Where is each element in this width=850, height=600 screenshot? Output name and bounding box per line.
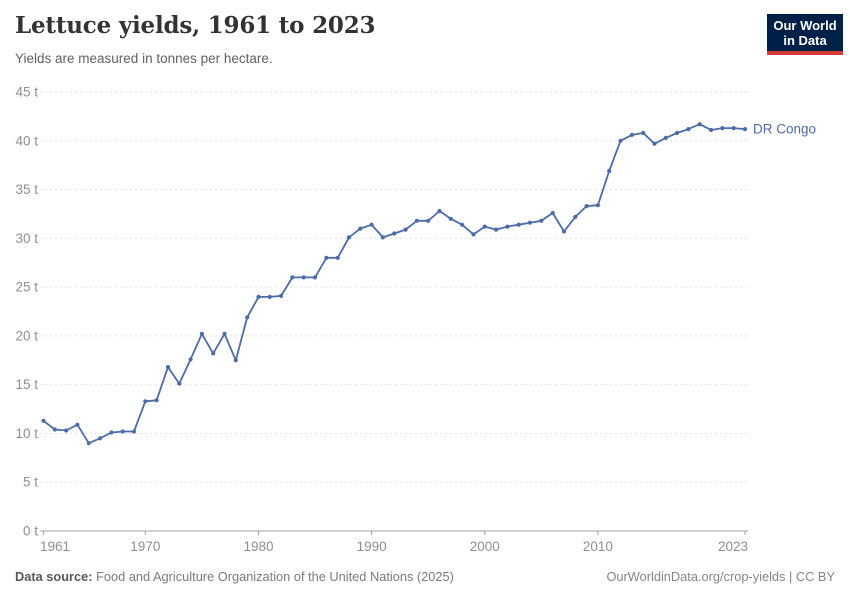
owid-logo[interactable]: Our World in Data xyxy=(767,14,843,55)
series-point[interactable] xyxy=(561,229,567,234)
series-point[interactable] xyxy=(267,294,272,299)
x-axis-tick-label: 1961 xyxy=(40,539,70,554)
series-point[interactable] xyxy=(52,427,57,432)
series-point[interactable] xyxy=(369,222,374,227)
series-point[interactable] xyxy=(358,226,363,231)
y-axis-tick-label: 30 t xyxy=(15,231,38,246)
series-point[interactable] xyxy=(109,430,114,435)
x-axis-tick-label: 2010 xyxy=(583,539,613,554)
x-axis-tick-label: 1990 xyxy=(357,539,387,554)
series-point[interactable] xyxy=(527,220,533,225)
series-point[interactable] xyxy=(482,224,487,229)
series-point[interactable] xyxy=(471,232,476,237)
series-point[interactable] xyxy=(64,428,69,433)
series-point[interactable] xyxy=(494,227,499,232)
series-point[interactable] xyxy=(618,138,623,143)
series-point[interactable] xyxy=(98,436,103,441)
series-point[interactable] xyxy=(335,255,340,260)
series-point[interactable] xyxy=(403,227,408,232)
series-point[interactable] xyxy=(607,168,612,174)
y-axis-tick-label: 5 t xyxy=(23,475,38,490)
series-point[interactable] xyxy=(697,122,702,127)
series-point[interactable] xyxy=(211,351,216,356)
series-point[interactable] xyxy=(392,231,397,236)
owid-url-link[interactable]: OurWorldinData.org/crop-yields xyxy=(606,569,786,584)
series-point[interactable] xyxy=(188,357,193,362)
series-point[interactable] xyxy=(539,218,544,223)
owid-logo-line1: Our World xyxy=(773,18,837,33)
footer-links: OurWorldinData.org/crop-yields | CC BY xyxy=(606,569,835,584)
series-point[interactable] xyxy=(505,224,510,229)
y-axis-tick-label: 40 t xyxy=(15,133,38,148)
series-point[interactable] xyxy=(731,126,736,131)
series-point[interactable] xyxy=(301,275,306,280)
series-point[interactable] xyxy=(448,216,453,221)
data-source: Data source: Food and Agriculture Organi… xyxy=(15,569,454,584)
y-axis-tick-label: 25 t xyxy=(15,280,38,295)
series-point[interactable] xyxy=(584,204,589,209)
y-axis-tick-label: 20 t xyxy=(15,328,38,343)
series-point[interactable] xyxy=(437,208,442,214)
series-point[interactable] xyxy=(143,399,148,404)
page-subtitle: Yields are measured in tonnes per hectar… xyxy=(15,51,273,66)
series-point[interactable] xyxy=(709,127,714,133)
series-point[interactable] xyxy=(380,235,385,240)
series-point[interactable] xyxy=(720,126,725,131)
y-axis-tick-label: 0 t xyxy=(23,524,38,539)
series-entity-label[interactable]: DR Congo xyxy=(753,122,816,137)
y-axis-tick-label: 10 t xyxy=(15,426,38,441)
series-point[interactable] xyxy=(663,135,668,140)
license-badge: CC BY xyxy=(795,569,835,584)
data-source-label: Data source: xyxy=(15,569,93,584)
series-point[interactable] xyxy=(324,255,329,260)
series-point[interactable] xyxy=(86,441,91,446)
series-point[interactable] xyxy=(312,275,318,280)
series-point[interactable] xyxy=(165,365,171,370)
series-point[interactable] xyxy=(686,127,691,132)
y-axis-tick-label: 15 t xyxy=(15,377,38,392)
series-point[interactable] xyxy=(641,130,646,136)
series-point[interactable] xyxy=(595,203,601,208)
footer-separator-glyph: | xyxy=(789,569,793,584)
series-point[interactable] xyxy=(460,222,465,227)
series-point[interactable] xyxy=(573,214,578,219)
series-point[interactable] xyxy=(290,275,295,280)
series-point[interactable] xyxy=(177,381,182,386)
series-point[interactable] xyxy=(550,210,555,216)
series-point[interactable] xyxy=(256,294,261,299)
series-point[interactable] xyxy=(279,293,284,298)
series-point[interactable] xyxy=(131,429,137,434)
series-point[interactable] xyxy=(426,218,431,223)
y-axis-tick-label: 35 t xyxy=(15,182,38,197)
series-point[interactable] xyxy=(41,418,46,423)
series-line[interactable] xyxy=(42,123,746,445)
series-point[interactable] xyxy=(675,130,680,136)
series-point[interactable] xyxy=(414,218,419,223)
chart-footer: Data source: Food and Agriculture Organi… xyxy=(15,569,835,584)
series-point[interactable] xyxy=(222,331,227,336)
series-point[interactable] xyxy=(346,235,352,240)
series-point[interactable] xyxy=(516,222,521,227)
series-point[interactable] xyxy=(233,358,238,363)
series-point[interactable] xyxy=(75,422,80,427)
series-point[interactable] xyxy=(742,127,748,132)
series-point[interactable] xyxy=(154,398,159,403)
data-source-text: Food and Agriculture Organization of the… xyxy=(96,569,454,584)
page-title: Lettuce yields, 1961 to 2023 xyxy=(15,12,376,39)
series-point[interactable] xyxy=(199,331,204,336)
x-axis-tick-label: 1970 xyxy=(130,539,160,554)
series-point[interactable] xyxy=(629,132,635,137)
owid-logo-line2: in Data xyxy=(783,33,827,48)
x-axis-tick-label: 2023 xyxy=(718,539,748,554)
series-point[interactable] xyxy=(120,429,125,434)
y-axis-tick-label: 45 t xyxy=(15,85,38,100)
x-axis-tick-label: 2000 xyxy=(470,539,500,554)
series-point[interactable] xyxy=(652,141,657,146)
x-axis-tick-label: 1980 xyxy=(243,539,273,554)
series-point[interactable] xyxy=(245,315,250,320)
